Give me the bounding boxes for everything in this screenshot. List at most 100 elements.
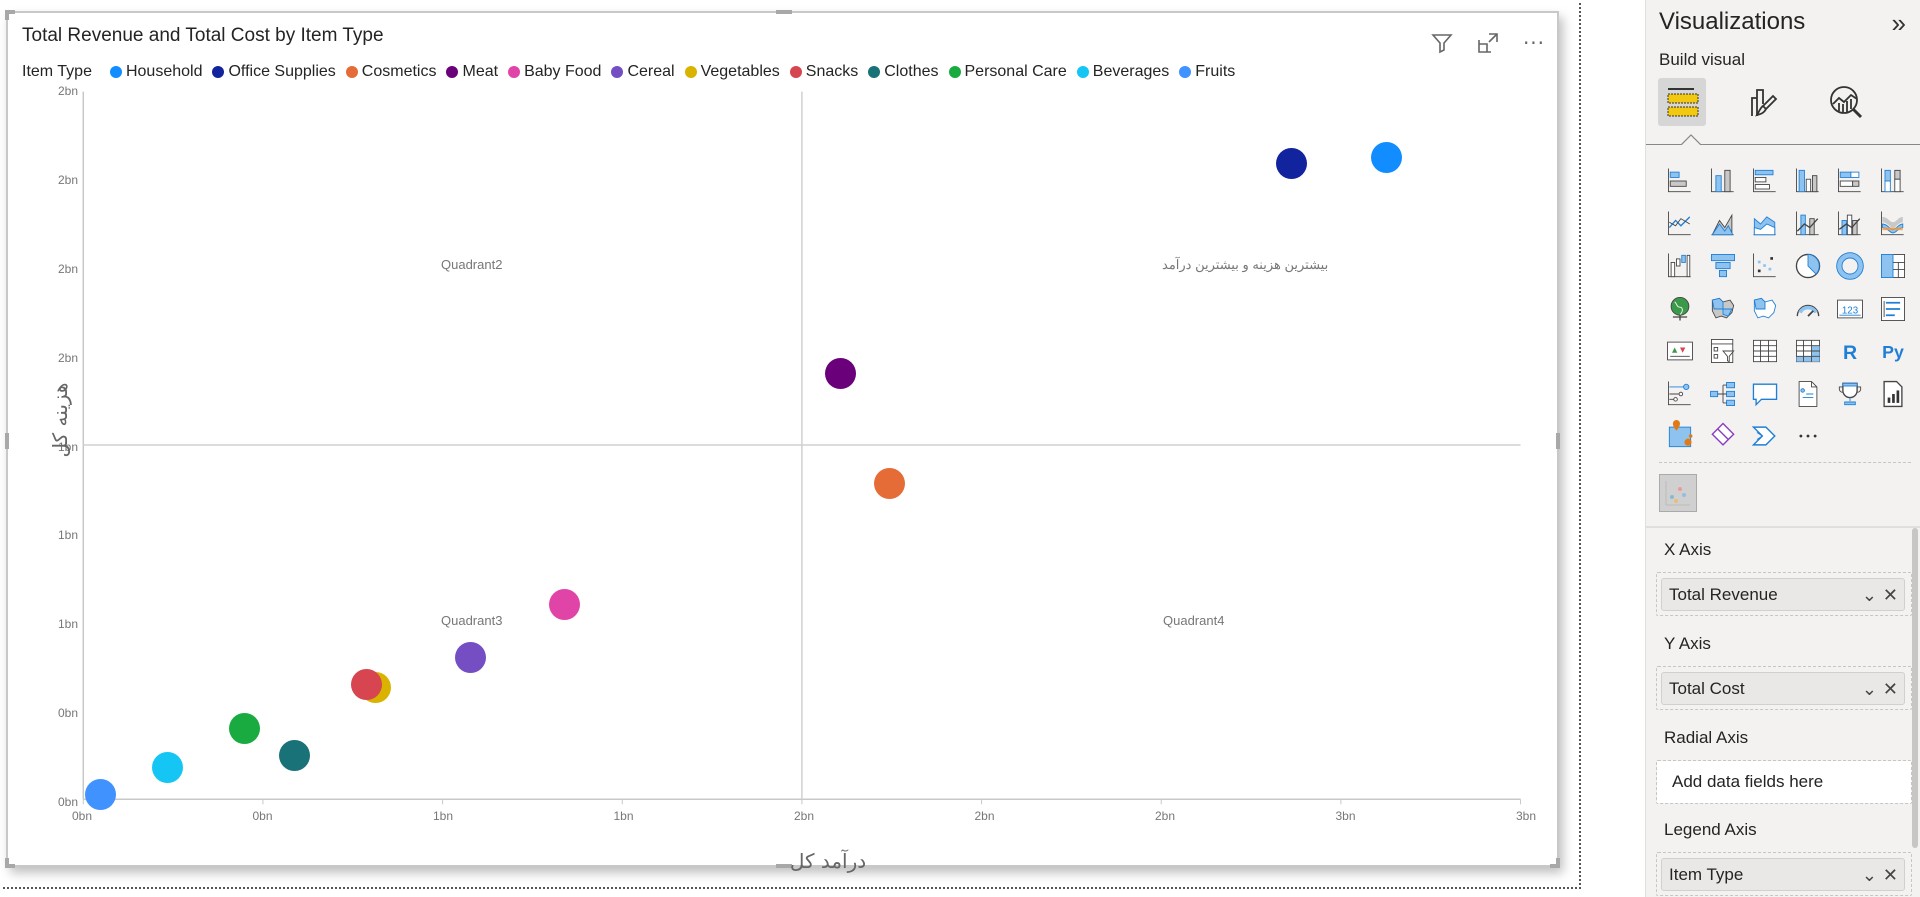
data-point-snacks[interactable] [350, 669, 382, 700]
resize-handle-bottom-left[interactable] [5, 864, 15, 868]
legend-item[interactable]: Clothes [868, 63, 939, 81]
ribbon-chart-icon[interactable] [1872, 203, 1915, 246]
chevron-down-icon[interactable]: ⌄ [1861, 585, 1877, 605]
legend-item[interactable]: Meat [446, 63, 498, 81]
data-point-meat[interactable] [824, 357, 856, 389]
decomposition-tree-icon[interactable] [1702, 373, 1745, 416]
funnel-chart-icon[interactable] [1702, 245, 1745, 288]
quadrant4-label: Quadrant4 [1163, 613, 1225, 628]
resize-handle-bottom-right-v[interactable] [1556, 858, 1560, 868]
y-axis-tick-label: 0bn [57, 706, 78, 721]
gauge-icon[interactable] [1787, 288, 1830, 331]
area-chart-icon[interactable] [1702, 203, 1745, 246]
stacked-area-chart-icon[interactable] [1744, 203, 1787, 246]
smart-narrative-icon[interactable] [1787, 373, 1830, 416]
multi-row-card-icon[interactable] [1872, 288, 1915, 331]
chevron-down-icon[interactable]: ⌄ [1861, 679, 1877, 699]
legend-item[interactable]: Snacks [789, 63, 858, 81]
radial-axis-well[interactable]: Add data fields here [1656, 760, 1912, 804]
remove-field-icon[interactable]: ✕ [1882, 865, 1898, 885]
card-icon[interactable]: 123 [1829, 288, 1872, 331]
legend-item[interactable]: Beverages [1076, 63, 1169, 81]
100-stacked-bar-chart-icon[interactable] [1829, 160, 1872, 203]
donut-chart-icon[interactable] [1829, 245, 1872, 288]
legend-item[interactable]: Office Supplies [212, 63, 336, 81]
collapse-pane-button[interactable]: » [1891, 8, 1906, 38]
resize-handle-top-left[interactable] [5, 10, 15, 14]
resize-handle-top[interactable] [776, 10, 792, 14]
remove-field-icon[interactable]: ✕ [1882, 585, 1898, 605]
build-visual-tab[interactable] [1658, 78, 1706, 126]
legend-item[interactable]: Cosmetics [345, 63, 436, 81]
resize-handle-bottom-left-v[interactable] [5, 858, 9, 868]
resize-handle-top-left-v[interactable] [5, 10, 9, 20]
matrix-icon[interactable] [1787, 330, 1830, 373]
legend-item[interactable]: Vegetables [684, 63, 780, 81]
stacked-bar-chart-icon[interactable] [1659, 160, 1702, 203]
more-visuals-icon[interactable] [1787, 415, 1830, 458]
analytics-tab[interactable] [1822, 78, 1870, 126]
legend-item[interactable]: Cereal [611, 63, 675, 81]
treemap-icon[interactable] [1872, 245, 1915, 288]
y-axis-well[interactable]: Total Cost ⌄ ✕ [1656, 666, 1912, 710]
line-and-stacked-column-icon[interactable] [1787, 203, 1830, 246]
pane-scrollbar[interactable] [1912, 528, 1918, 848]
legend-item[interactable]: Household [109, 63, 202, 81]
map-icon[interactable] [1659, 288, 1702, 331]
clustered-column-chart-icon[interactable] [1787, 160, 1830, 203]
clustered-bar-chart-icon[interactable] [1744, 160, 1787, 203]
resize-handle-right[interactable] [1556, 433, 1560, 449]
data-point-personal-care[interactable] [228, 713, 260, 745]
data-point-beverages[interactable] [152, 751, 184, 783]
power-apps-icon[interactable] [1702, 415, 1745, 458]
python-visual-icon[interactable]: Py [1872, 330, 1915, 373]
focus-mode-icon[interactable] [1475, 30, 1501, 56]
data-point-office-supplies[interactable] [1275, 147, 1307, 179]
data-point-clothes[interactable] [278, 740, 310, 772]
line-chart-icon[interactable] [1659, 203, 1702, 246]
legend-axis-well[interactable]: Item Type ⌄ ✕ [1656, 852, 1912, 896]
key-influencers-icon[interactable] [1659, 373, 1702, 416]
line-and-clustered-column-icon[interactable] [1829, 203, 1872, 246]
scatter-visual[interactable]: Total Revenue and Total Cost by Item Typ… [5, 10, 1560, 873]
waterfall-chart-icon[interactable] [1659, 245, 1702, 288]
100-stacked-column-chart-icon[interactable] [1872, 160, 1915, 203]
kpi-icon[interactable] [1659, 330, 1702, 373]
y-axis-field-pill[interactable]: Total Cost ⌄ ✕ [1661, 672, 1905, 705]
data-point-fruits[interactable] [84, 778, 116, 810]
data-point-household[interactable] [1370, 141, 1402, 173]
pie-chart-icon[interactable] [1787, 245, 1830, 288]
x-axis-field-pill[interactable]: Total Revenue ⌄ ✕ [1661, 578, 1905, 611]
scatter-chart-icon[interactable] [1744, 245, 1787, 288]
more-options-icon[interactable]: ··· [1522, 31, 1546, 55]
azure-map-icon[interactable] [1659, 415, 1702, 458]
chevron-down-icon[interactable]: ⌄ [1861, 865, 1877, 885]
legend-item[interactable]: Fruits [1179, 63, 1235, 81]
stacked-column-chart-icon[interactable] [1702, 160, 1745, 203]
shape-map-icon[interactable] [1744, 288, 1787, 331]
legend-marker-icon [868, 66, 881, 78]
remove-field-icon[interactable]: ✕ [1882, 679, 1898, 699]
legend-item[interactable]: Baby Food [508, 63, 601, 81]
power-automate-icon[interactable] [1744, 415, 1787, 458]
filter-icon[interactable] [1429, 30, 1455, 56]
goals-icon[interactable] [1829, 373, 1872, 416]
slicer-icon[interactable] [1702, 330, 1745, 373]
resize-handle-bottom-right[interactable] [1550, 864, 1560, 868]
x-axis-well[interactable]: Total Revenue ⌄ ✕ [1656, 572, 1912, 616]
data-point-cereal[interactable] [454, 642, 486, 674]
custom-visual-quadrant-chart[interactable] [1659, 474, 1697, 512]
resize-handle-left[interactable] [5, 433, 9, 449]
paginated-report-icon[interactable] [1872, 373, 1915, 416]
table-icon[interactable] [1744, 330, 1787, 373]
format-visual-tab[interactable] [1740, 78, 1788, 126]
legend-axis-field-pill[interactable]: Item Type ⌄ ✕ [1661, 858, 1905, 891]
data-point-baby-food[interactable] [549, 589, 581, 620]
y-axis-tick-label: 2bn [57, 172, 78, 187]
r-script-visual-icon[interactable]: R [1829, 330, 1872, 373]
data-point-cosmetics[interactable] [874, 467, 906, 499]
qa-visual-icon[interactable] [1744, 373, 1787, 416]
filled-map-icon[interactable] [1702, 288, 1745, 331]
legend-item[interactable]: Personal Care [948, 63, 1067, 81]
resize-handle-bottom[interactable] [776, 864, 792, 868]
